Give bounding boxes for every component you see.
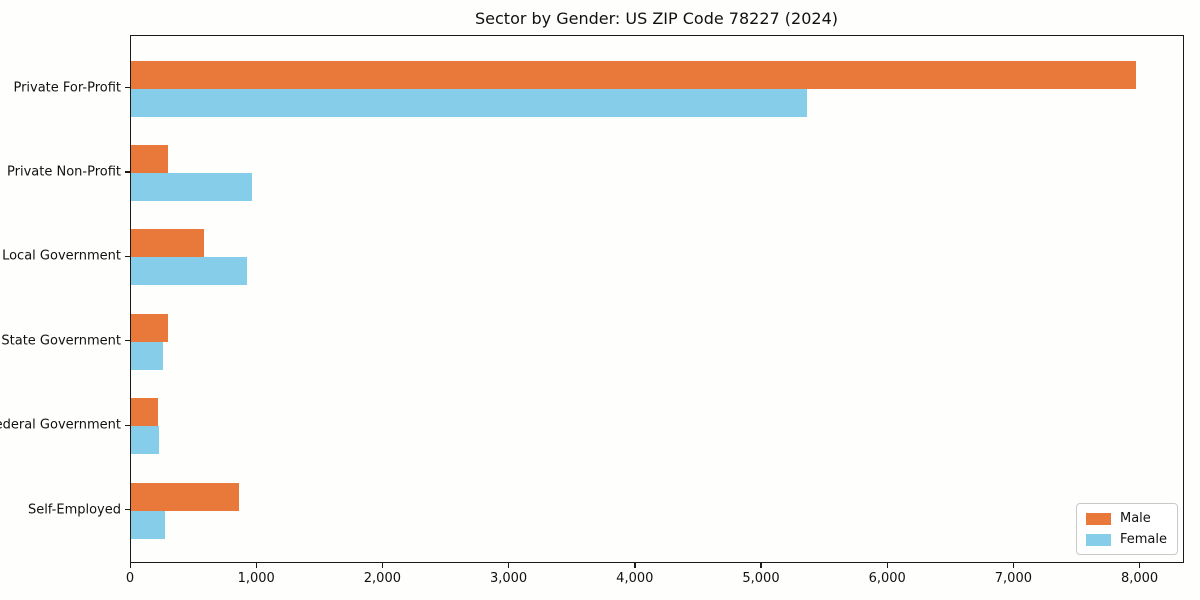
legend-label-male: Male — [1119, 511, 1151, 526]
bar-male-private-for-profit — [131, 60, 1136, 89]
bar-female-state-government — [131, 341, 163, 370]
x-axis-tick — [508, 563, 510, 568]
y-axis-tick — [125, 424, 130, 426]
bar-female-self-employed — [131, 510, 166, 539]
plot-area: Male Female — [130, 35, 1184, 563]
y-axis-label-local-government: Local Government — [2, 248, 121, 264]
x-axis-tick — [1012, 563, 1015, 568]
x-axis-tick-label: 7,000 — [994, 571, 1032, 586]
bar-female-private-non-profit — [131, 172, 253, 201]
x-axis-tick — [634, 563, 636, 568]
x-axis-tick — [760, 563, 762, 568]
x-axis-tick — [255, 563, 257, 568]
bar-female-federal-government — [131, 426, 159, 455]
legend-label-female: Female — [1119, 532, 1167, 547]
x-axis-tick-label: 8,000 — [1120, 571, 1159, 586]
bar-male-federal-government — [131, 398, 159, 427]
x-axis-tick-label: 1,000 — [237, 571, 275, 586]
x-axis-tick — [886, 563, 888, 568]
y-axis-tick — [125, 255, 130, 258]
y-axis-label-federal-government: Federal Government — [0, 417, 121, 433]
legend-swatch-male — [1085, 512, 1111, 525]
y-axis-label-self-employed: Self-Employed — [27, 502, 121, 517]
bar-female-local-government — [131, 257, 248, 286]
x-axis-tick — [129, 563, 131, 568]
bar-male-private-non-profit — [131, 144, 168, 173]
x-axis-tick-label: 0 — [125, 571, 135, 586]
y-axis-label-private-for-profit: Private For-Profit — [13, 80, 121, 95]
y-axis-tick — [125, 171, 130, 173]
x-axis-tick — [1139, 563, 1141, 568]
x-axis-tick-label: 6,000 — [868, 571, 906, 586]
x-axis-tick-label: 2,000 — [363, 571, 401, 586]
y-axis-label-state-government: State Government — [1, 333, 121, 349]
bar-male-local-government — [131, 229, 205, 258]
y-axis-tick — [125, 340, 130, 342]
legend-item-female: Female — [1085, 531, 1167, 548]
x-axis-tick-label: 3,000 — [489, 571, 528, 586]
y-axis-label-private-non-profit: Private Non-Profit — [7, 164, 121, 180]
legend-swatch-female — [1085, 533, 1111, 546]
chart-title: Sector by Gender: US ZIP Code 78227 (202… — [475, 9, 838, 28]
x-axis-tick — [381, 563, 384, 568]
bar-male-self-employed — [131, 482, 239, 511]
bar-female-private-for-profit — [131, 88, 808, 117]
bar-male-state-government — [131, 313, 168, 342]
y-axis-tick — [125, 87, 130, 89]
y-axis-tick — [125, 509, 130, 511]
legend-item-male: Male — [1085, 510, 1167, 527]
legend: Male Female — [1075, 503, 1178, 555]
x-axis-tick-label: 4,000 — [616, 571, 654, 586]
x-axis-tick-label: 5,000 — [742, 571, 780, 586]
